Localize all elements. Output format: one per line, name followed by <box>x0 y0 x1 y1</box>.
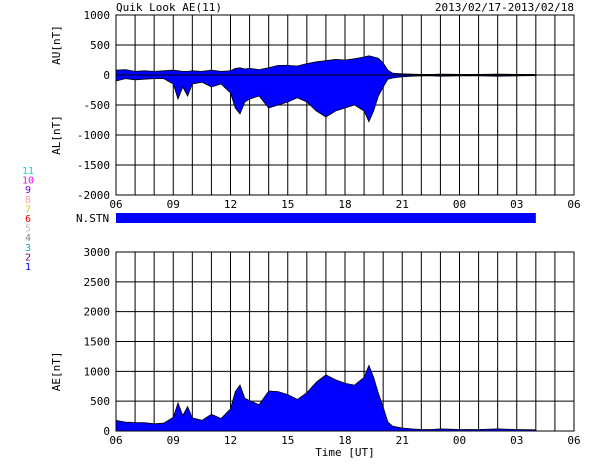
station-level-2: 2 <box>25 252 31 263</box>
station-level-6: 6 <box>25 214 31 225</box>
station-level-5: 5 <box>25 224 31 235</box>
x-tick-label: 06 <box>567 434 580 447</box>
date-range: 2013/02/17-2013/02/18 <box>435 1 574 14</box>
al-axis-label: AL[nT] <box>50 115 63 155</box>
au-axis-label: AU[nT] <box>50 25 63 65</box>
station-count-bar <box>116 213 536 223</box>
y-tick-label: 2500 <box>84 276 111 289</box>
y-tick-label: -1000 <box>77 129 110 142</box>
y-tick-label: 1500 <box>84 336 111 349</box>
y-tick-label: -500 <box>84 99 111 112</box>
x-tick-label: 18 <box>338 198 351 211</box>
x-tick-label: 21 <box>396 198 409 211</box>
y-tick-label: 500 <box>90 395 110 408</box>
x-tick-label: 21 <box>396 434 409 447</box>
figure-title: Quik Look AE(11) <box>116 1 222 14</box>
x-axis-label: Time [UT] <box>315 446 375 459</box>
y-tick-label: 1000 <box>84 365 111 378</box>
y-tick-label: -1500 <box>77 159 110 172</box>
station-level-7: 7 <box>25 204 31 215</box>
station-level-10: 10 <box>22 176 34 187</box>
y-tick-label: 3000 <box>84 246 111 259</box>
x-tick-label: 12 <box>224 198 237 211</box>
x-tick-label: 12 <box>224 434 237 447</box>
station-level-11: 11 <box>22 166 34 177</box>
x-tick-label: 06 <box>567 198 580 211</box>
ae-axis-label: AE[nT] <box>50 351 63 391</box>
x-tick-label: 00 <box>453 198 466 211</box>
x-tick-label: 09 <box>167 198 180 211</box>
station-count-label: N.STN <box>76 212 109 225</box>
panel-border <box>115 14 575 196</box>
y-tick-label: 2000 <box>84 306 111 319</box>
station-level-3: 3 <box>25 243 31 254</box>
y-tick-label: -2000 <box>77 189 110 202</box>
x-tick-label: 03 <box>510 434 523 447</box>
y-tick-label: 500 <box>90 39 110 52</box>
x-tick-label: 15 <box>281 198 294 211</box>
station-level-9: 9 <box>25 185 31 196</box>
y-tick-label: 0 <box>103 69 110 82</box>
ae-area <box>115 364 537 432</box>
station-level-8: 8 <box>25 195 31 206</box>
x-tick-label: 00 <box>453 434 466 447</box>
x-tick-label: 15 <box>281 434 294 447</box>
y-tick-label: 0 <box>103 425 110 438</box>
x-tick-label: 06 <box>109 198 122 211</box>
au-al-envelope <box>115 55 537 123</box>
x-tick-label: 18 <box>338 434 351 447</box>
y-tick-label: 1000 <box>84 9 111 22</box>
x-tick-label: 06 <box>109 434 122 447</box>
station-level-4: 4 <box>25 233 31 244</box>
station-count-row: N.STN <box>76 212 536 225</box>
x-tick-label: 09 <box>167 434 180 447</box>
x-tick-label: 03 <box>510 198 523 211</box>
station-level-1: 1 <box>25 262 31 273</box>
